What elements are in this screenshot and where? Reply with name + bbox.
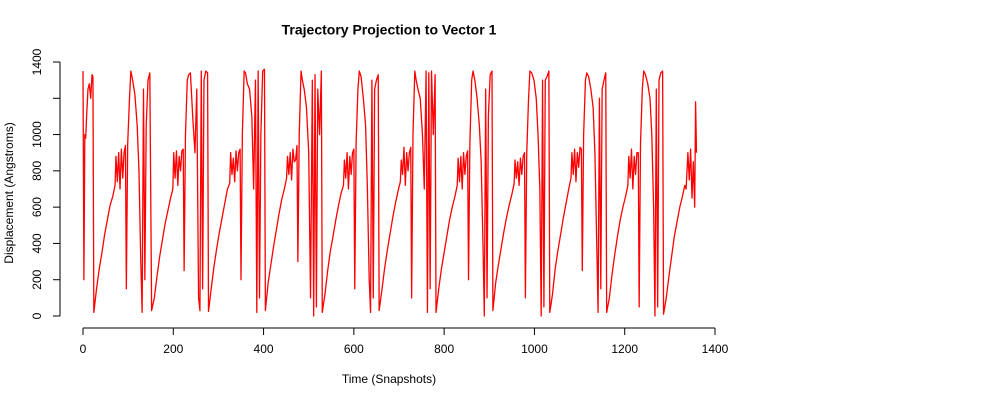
y-tick-label: 1000 — [30, 121, 44, 148]
y-tick-label: 400 — [30, 233, 44, 253]
data-line — [82, 68, 698, 317]
x-tick-label: 1000 — [521, 342, 548, 356]
x-tick-label: 800 — [434, 342, 454, 356]
x-tick-label: 1200 — [611, 342, 638, 356]
x-tick-label: 0 — [80, 342, 87, 356]
chart-title: Trajectory Projection to Vector 1 — [282, 22, 497, 38]
x-tick-label: 600 — [344, 342, 364, 356]
x-tick-label: 400 — [254, 342, 274, 356]
y-tick-label: 600 — [30, 197, 44, 217]
y-tick-label: 200 — [30, 269, 44, 289]
y-tick-label: 0 — [30, 312, 44, 319]
y-tick-label: 1400 — [30, 48, 44, 75]
x-tick-label: 1400 — [702, 342, 729, 356]
y-tick-label: 800 — [30, 161, 44, 181]
x-axis-label: Time (Snapshots) — [342, 372, 436, 386]
y-axis-label: Displacement (Angstroms) — [2, 122, 16, 263]
x-tick-label: 200 — [163, 342, 183, 356]
